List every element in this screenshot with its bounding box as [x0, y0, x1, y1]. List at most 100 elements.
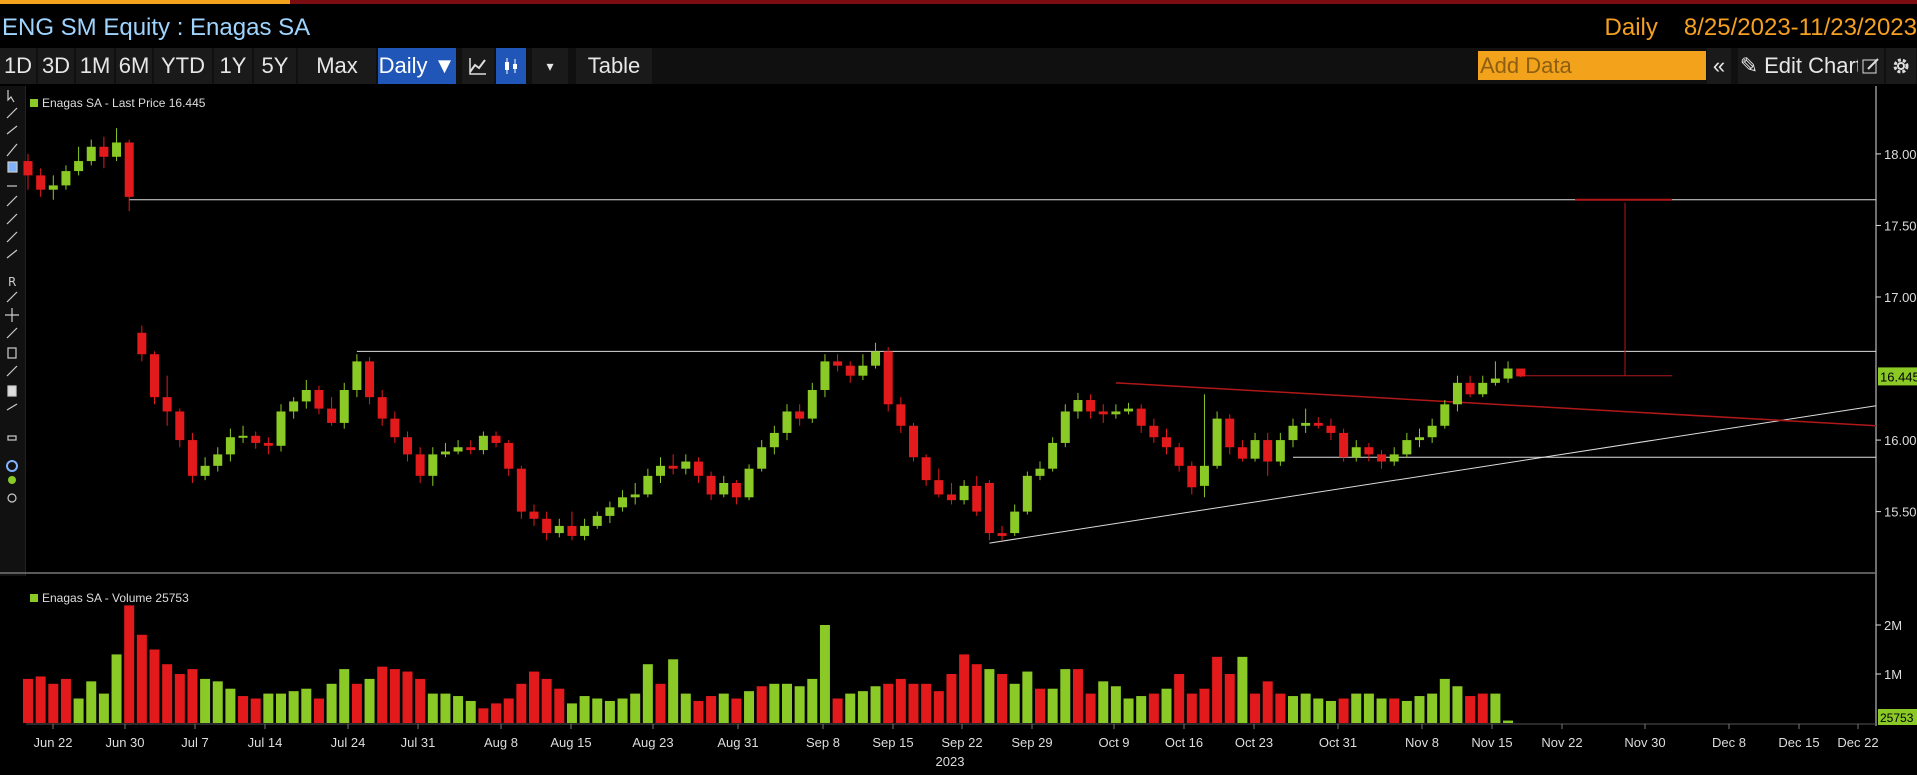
frequency-dropdown[interactable]: Daily ▼ [378, 48, 456, 84]
price-tick-label: 15.50 [1884, 505, 1917, 520]
trend-lines [129, 198, 1877, 544]
candle-body [1402, 440, 1412, 455]
volume-bar [997, 674, 1008, 723]
candle-body [757, 447, 767, 469]
drawing-tools-icons[interactable]: R [0, 86, 25, 576]
volume-bar [1376, 698, 1387, 723]
price-tick-label: 16.00 [1884, 433, 1917, 448]
volume-bar [402, 671, 413, 723]
candle-body [656, 465, 665, 476]
volume-bar [200, 678, 211, 723]
volume-bar [642, 664, 653, 723]
volume-bar [1363, 693, 1374, 723]
price-chart[interactable]: 18.00 17.50 17.00 16.00 15.50 16.445 2M 1M 2575… [0, 86, 1917, 775]
range-1y-button[interactable]: 1Y [214, 48, 252, 84]
candle-body [1187, 465, 1197, 488]
range-1d-button[interactable]: 1D [0, 48, 36, 84]
price-legend-text: Enagas SA - Last Price 16.445 [42, 96, 206, 110]
collapse-button[interactable]: « [1707, 48, 1731, 84]
candle-body [833, 361, 843, 366]
settings-button[interactable] [1886, 48, 1916, 84]
volume-bar [1389, 698, 1400, 723]
volume-bar [453, 696, 464, 723]
volume-bar [250, 698, 261, 723]
volume-bar [769, 683, 780, 723]
candle-body [1162, 437, 1171, 448]
price-series-swatch [30, 99, 38, 107]
candle-body [959, 485, 969, 501]
candle-body [1516, 368, 1526, 377]
volume-bar [655, 683, 666, 723]
candle-body [276, 411, 286, 446]
candle-body [643, 475, 653, 495]
volume-bar [921, 683, 932, 723]
volume-series-swatch [30, 594, 38, 602]
volume-bar [174, 674, 185, 723]
candle-body [921, 457, 931, 481]
candle-body [1136, 408, 1146, 426]
candle-body [428, 454, 438, 476]
drawing-tools-sidebar: R [0, 86, 26, 576]
arrow-tool-icon [6, 213, 18, 225]
security-title[interactable]: ENG SM Equity : Enagas SA [2, 14, 311, 41]
range-1m-button[interactable]: 1M [76, 48, 114, 84]
candle-body [820, 361, 830, 390]
pen-tool-icon [6, 143, 18, 157]
volume-legend[interactable]: Enagas SA - Volume 25753 [30, 591, 189, 605]
candle-body [365, 361, 375, 398]
range-5y-button[interactable]: 5Y [254, 48, 296, 84]
candle-body [36, 175, 46, 190]
cursor-icon [7, 90, 15, 103]
candle-body [1237, 447, 1247, 459]
volume-bar [48, 683, 59, 723]
add-data-input[interactable] [1478, 51, 1706, 80]
edit-chart-button[interactable]: Edit Chart [1760, 48, 1866, 84]
candle-body [845, 365, 855, 376]
candle-chart-button[interactable] [496, 48, 526, 84]
volume-bar [187, 669, 198, 723]
pencil-icon[interactable]: ✎ [1738, 48, 1760, 84]
range-max-button[interactable]: Max [298, 48, 376, 84]
date-range[interactable]: Daily 8/25/2023-11/23/2023 [1605, 14, 1917, 42]
range-3d-button[interactable]: 3D [38, 48, 74, 84]
candle-body [1313, 422, 1323, 426]
volume-bar [1136, 696, 1147, 723]
volume-bar [503, 698, 514, 723]
price-legend[interactable]: Enagas SA - Last Price 16.445 [30, 96, 205, 110]
volume-bar [73, 698, 84, 723]
volume-bar [415, 678, 426, 723]
annotate-icon[interactable] [1858, 48, 1884, 84]
volume-bar [1110, 686, 1121, 723]
volume-bar [883, 683, 894, 723]
range-6m-button[interactable]: 6M [116, 48, 152, 84]
range-ytd-button[interactable]: YTD [154, 48, 212, 84]
candle-body [668, 465, 678, 469]
candle-body [997, 533, 1007, 536]
volume-bar [1237, 656, 1248, 723]
candle-body [946, 494, 956, 501]
chart-type-dropdown[interactable]: ▾ [532, 48, 568, 84]
candle-body [1364, 447, 1374, 455]
candle-body [909, 425, 918, 458]
candle-body [719, 483, 729, 495]
line-chart-button[interactable] [462, 48, 494, 84]
date-tick-label: Nov 30 [1624, 735, 1665, 750]
candle-body [403, 437, 412, 455]
volume-bar [617, 698, 628, 723]
candle-body [1301, 422, 1311, 426]
volume-bar [35, 676, 46, 723]
volume-bar [212, 681, 223, 723]
candle-body [984, 483, 994, 534]
candle-body [934, 480, 944, 495]
volume-bar [1085, 693, 1096, 723]
volume-bar [23, 678, 33, 723]
line-chart-icon [469, 58, 486, 75]
table-button[interactable]: Table [576, 48, 652, 84]
volume-bar [895, 678, 906, 723]
candle-body [896, 404, 906, 426]
date-tick-label: Oct 23 [1235, 735, 1273, 750]
volume-bar [1174, 674, 1185, 723]
volume-bar [592, 698, 603, 723]
volume-bar [1060, 669, 1071, 723]
volume-axis: 2M 1M 25753 [1876, 618, 1917, 725]
